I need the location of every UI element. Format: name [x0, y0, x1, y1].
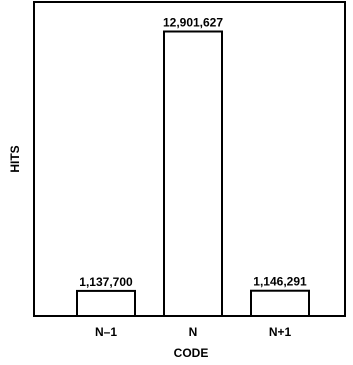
- data-label-2: 1,146,291: [253, 275, 307, 289]
- data-label-0: 1,137,700: [79, 275, 133, 289]
- y-axis-label: HITS: [8, 145, 22, 172]
- x-tick-label-2: N+1: [269, 325, 292, 339]
- bars-group: 1,137,700 12,901,627 1,146,291: [76, 16, 310, 318]
- data-label-1: 12,901,627: [163, 16, 223, 30]
- x-axis-label: CODE: [174, 346, 209, 360]
- x-tick-labels: N–1 N N+1: [95, 325, 292, 339]
- x-tick-label-0: N–1: [95, 325, 117, 339]
- bar-1: [163, 30, 223, 317]
- bar-2: [250, 289, 310, 318]
- x-tick-label-1: N: [189, 325, 198, 339]
- bar-0: [76, 289, 136, 317]
